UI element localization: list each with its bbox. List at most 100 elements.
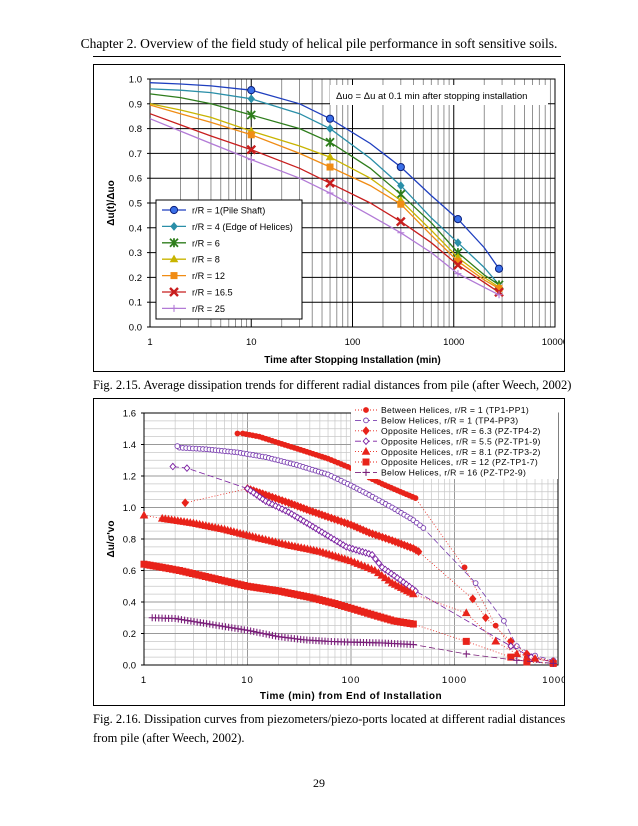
data-point: [501, 618, 507, 624]
x-tick-label: 100: [345, 337, 361, 348]
data-point: [272, 632, 280, 640]
data-point: [326, 124, 334, 134]
data-point: [253, 491, 261, 499]
data-point: [513, 656, 521, 664]
legend-item: Below Helices, r/R = 1 (TP4-PP3): [355, 416, 518, 426]
data-point: [291, 511, 299, 520]
legend-marker: [361, 446, 371, 455]
series-5: [139, 510, 558, 665]
legend-box: [351, 403, 558, 479]
legend-label: r/R = 4 (Edge of Helices): [192, 222, 293, 232]
y-tick-label: 0.4: [129, 223, 142, 234]
data-point: [507, 642, 515, 650]
data-point: [462, 637, 470, 645]
series-6: [149, 113, 504, 298]
data-point: [492, 622, 499, 629]
y-tick-label: 1.2: [123, 472, 136, 483]
data-point: [265, 631, 273, 639]
data-point: [462, 650, 470, 658]
data-point: [262, 630, 270, 638]
header-rule: [93, 56, 561, 57]
data-point: [397, 181, 405, 191]
x-tick-label: 10000: [542, 675, 564, 686]
data-point: [246, 110, 256, 120]
y-tick-label: 0.2: [123, 629, 136, 640]
legend-marker: [362, 458, 370, 466]
y-tick-label: 0.1: [129, 298, 142, 309]
legend-label: r/R = 1(Pile Shaft): [192, 206, 265, 216]
y-tick-label: 0.2: [129, 273, 142, 284]
data-point: [253, 628, 261, 636]
legend-marker: [170, 304, 178, 312]
data-point: [325, 178, 335, 189]
y-axis-title: Δu/σ'vo: [106, 521, 117, 558]
data-point: [306, 520, 314, 529]
series-6: [140, 560, 557, 667]
legend: r/R = 1(Pile Shaft) r/R = 4 (Edge of Heli…: [155, 199, 303, 320]
data-point: [453, 260, 463, 270]
legend-marker: [170, 272, 178, 280]
legend-item: Opposite Helices, r/R = 12 (PZ-TP1-7): [355, 457, 538, 467]
legend-marker: [363, 407, 369, 413]
x-tick-label: 100: [342, 675, 361, 686]
y-tick-label: 1.6: [123, 409, 136, 420]
data-point: [268, 631, 276, 639]
legend-label: Opposite Helices, r/R = 6.3 (PZ-TP4-2): [381, 426, 541, 436]
data-point: [324, 531, 332, 540]
data-point: [390, 571, 398, 580]
legend-label: Below Helices, r/R = 16 (PZ-TP2-9): [381, 468, 526, 478]
dissipation-trends-chart: 0.0 0.1 0.2 0.3 0.4 0.5 0.6 0.7 0.8 0.9 1.0 1 10 100 1…: [106, 75, 568, 367]
data-point: [300, 517, 308, 526]
data-point: [244, 626, 251, 634]
data-point: [530, 654, 540, 662]
figure-2-15-frame: 0.0 0.1 0.2 0.3 0.4 0.5 0.6 0.7 0.8 0.9 1.0 1 10 100 1…: [93, 64, 568, 372]
legend-label: Opposite Helices, r/R = 8.1 (PZ-TP3-2): [381, 447, 541, 457]
legend-label: Opposite Helices, r/R = 12 (PZ-TP1-7): [381, 457, 538, 467]
data-point: [395, 216, 406, 227]
data-point: [139, 510, 149, 519]
y-tick-label: 1.4: [123, 440, 136, 451]
data-point: [409, 589, 418, 598]
series-line: [149, 103, 500, 288]
figure-2-16-caption-line2: from pile (after Weech, 2002).: [93, 731, 245, 745]
legend-marker: [362, 468, 370, 476]
annotation-box: Δuo = Δu at 0.1 min after stopping insta…: [330, 85, 548, 105]
data-point: [326, 189, 334, 197]
series-line: [149, 104, 500, 290]
data-point: [247, 627, 255, 635]
y-axis-title: Δu(t)/Δuo: [106, 180, 117, 225]
legend-item: Between Helices, r/R = 1 (TP1-PP1): [355, 405, 529, 415]
data-point: [326, 163, 334, 171]
data-point: [250, 628, 258, 636]
x-tick-label: 10000: [542, 337, 564, 348]
x-axis-title: Time (min) from End of Installation: [260, 691, 442, 702]
data-point: [275, 503, 283, 512]
data-point: [250, 488, 257, 497]
legend-item: r/R = 12: [162, 271, 225, 281]
legend-label: r/R = 25: [192, 304, 225, 314]
data-point: [265, 498, 273, 507]
data-point: [247, 94, 255, 104]
data-point: [453, 215, 463, 224]
legend-item: Opposite Helices, r/R = 5.5 (PZ-TP1-9): [355, 436, 540, 446]
legend-marker: [169, 205, 179, 215]
y-tick-label: 1.0: [123, 503, 136, 514]
data-point: [262, 497, 270, 506]
legend-label: r/R = 16.5: [192, 288, 233, 298]
legend-marker: [169, 254, 179, 263]
data-point: [282, 506, 289, 515]
data-point: [507, 653, 515, 661]
y-tick-label: 0.5: [129, 199, 142, 210]
data-point: [174, 443, 181, 449]
y-tick-label: 0.6: [129, 174, 142, 185]
legend-label: r/R = 12: [192, 271, 225, 281]
series-4: [169, 462, 557, 666]
data-point: [412, 495, 419, 501]
data-point: [256, 629, 264, 637]
data-point: [491, 636, 500, 645]
legend-item: Opposite Helices, r/R = 6.3 (PZ-TP4-2): [355, 426, 541, 436]
data-point: [495, 291, 503, 299]
legend-item: Below Helices, r/R = 16 (PZ-TP2-9): [355, 468, 526, 478]
series-line: [149, 118, 500, 296]
x-tick-label: 10: [241, 675, 254, 686]
